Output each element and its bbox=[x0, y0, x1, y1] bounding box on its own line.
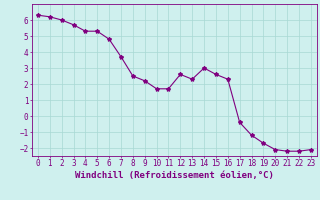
X-axis label: Windchill (Refroidissement éolien,°C): Windchill (Refroidissement éolien,°C) bbox=[75, 171, 274, 180]
